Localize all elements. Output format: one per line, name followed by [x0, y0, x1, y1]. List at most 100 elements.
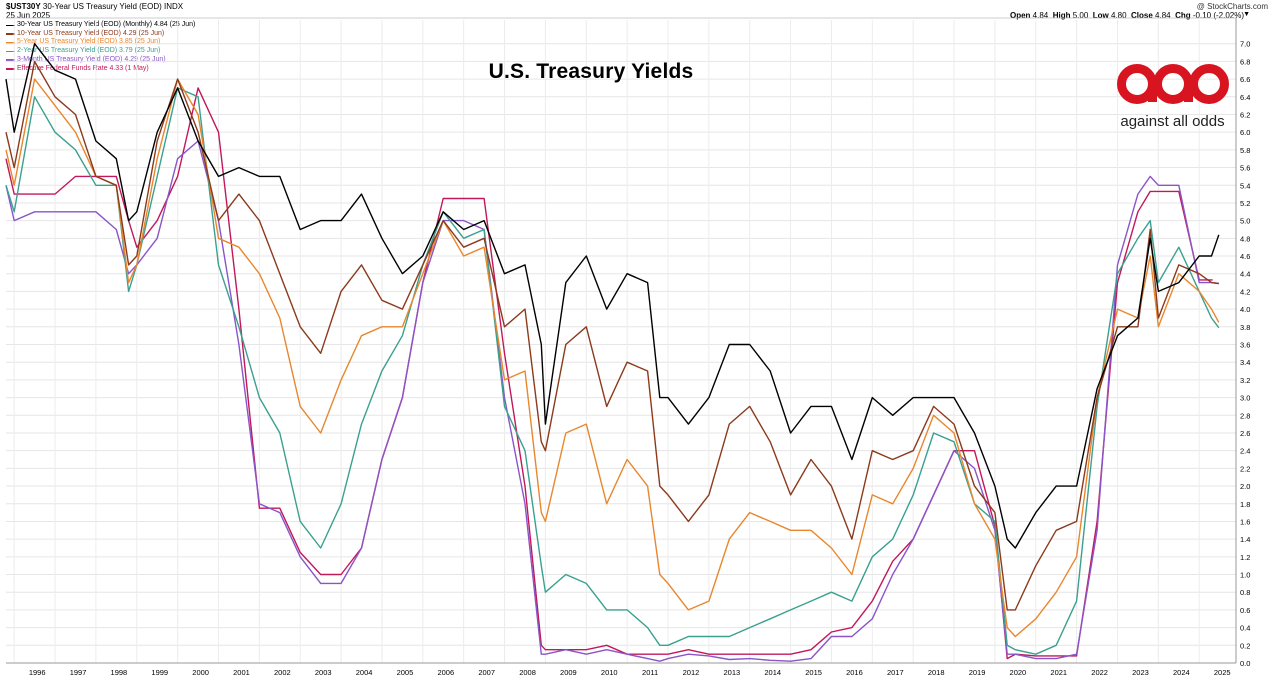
- x-tick-label: 2021: [1050, 668, 1067, 677]
- y-tick-label: 3.2: [1240, 376, 1250, 385]
- close-label: Close: [1131, 11, 1153, 20]
- x-tick-label: 2023: [1132, 668, 1149, 677]
- y-tick-label: 6.4: [1240, 93, 1250, 102]
- source-credit: @ StockCharts.com: [1196, 2, 1268, 11]
- x-tick-label: 2002: [274, 668, 291, 677]
- x-tick-label: 2012: [683, 668, 700, 677]
- y-tick-label: 0.4: [1240, 624, 1250, 633]
- legend-label: 10-Year US Treasury Yield (EOD) 4.29 (25…: [17, 29, 165, 37]
- x-tick-label: 2006: [437, 668, 454, 677]
- x-tick-label: 2019: [969, 668, 986, 677]
- y-tick-label: 4.6: [1240, 252, 1250, 261]
- series-line-3: [5, 87, 1220, 655]
- legend-label: 30-Year US Treasury Yield (EOD) (Monthly…: [17, 21, 196, 28]
- legend-swatch: [6, 24, 15, 27]
- x-tick-label: 1997: [70, 668, 87, 677]
- axes: 0.0 0.2 0.4 0.6 0.8 1.0 1.2 1.4 1.6 1.8 2.0 2.2 2.4 2…: [6, 17, 1250, 677]
- legend-swatch: [6, 68, 15, 70]
- low-value: 4.80: [1110, 11, 1127, 20]
- legend-label: Effective Federal Funds Rate 4.33 (1 May…: [17, 64, 149, 72]
- legend: 30-Year US Treasury Yield (EOD) (Monthly…: [6, 21, 195, 73]
- high-label: High: [1052, 11, 1071, 20]
- y-tick-label: 5.6: [1240, 164, 1250, 173]
- legend-swatch: [6, 50, 15, 53]
- y-tick-label: 6.6: [1240, 75, 1250, 84]
- symbol-description: 30-Year US Treasury Yield (EOD) INDX: [42, 2, 184, 11]
- logo: against all odds: [1110, 62, 1235, 130]
- chevron-down-icon[interactable]: ▼: [1243, 11, 1250, 18]
- x-tick-label: 2011: [642, 668, 658, 677]
- legend-swatch: [6, 59, 15, 61]
- y-tick-label: 6.2: [1240, 110, 1250, 119]
- y-tick-label: 0.8: [1240, 588, 1250, 597]
- aao-logo-mark: [1116, 64, 1229, 104]
- x-tick-label: 2015: [805, 668, 822, 677]
- y-tick-label: 6.0: [1240, 128, 1250, 137]
- x-tick-label: 2010: [601, 668, 618, 677]
- y-tick-label: 5.4: [1240, 181, 1250, 190]
- low-label: Low: [1092, 11, 1109, 20]
- y-tick-label: 2.4: [1240, 447, 1250, 456]
- x-tick-label: 2004: [356, 668, 373, 677]
- chg-label: Chg: [1175, 11, 1191, 20]
- series-line-2: [5, 78, 1220, 638]
- x-tick-label: 2007: [478, 668, 495, 677]
- legend-label: 5-Year US Treasury Yield (EOD) 3.85 (25 …: [17, 38, 161, 46]
- chart-date: 25 Jun 2025: [6, 11, 51, 20]
- high-value: 5.00: [1072, 11, 1089, 20]
- legend-swatch: [6, 33, 15, 35]
- legend-item: 3-Month US Treasury Yield (EOD) 4.29 (25…: [6, 56, 195, 65]
- y-tick-label: 0.6: [1240, 606, 1250, 615]
- x-tick-label: 2001: [233, 668, 250, 677]
- open-label: Open: [1009, 11, 1031, 20]
- open-value: 4.84: [1032, 11, 1049, 20]
- legend-label: 3-Month US Treasury Yield (EOD) 4.29 (25…: [17, 55, 166, 63]
- x-tick-label: 2018: [928, 668, 945, 677]
- x-tick-label: 2014: [764, 668, 781, 677]
- y-tick-label: 3.0: [1240, 394, 1250, 403]
- y-tick-label: 0.2: [1240, 641, 1250, 650]
- series-lines: [5, 43, 1220, 662]
- y-tick-label: 1.8: [1240, 500, 1250, 509]
- series-line-0: [5, 43, 1220, 549]
- series-line-4: [5, 140, 1219, 662]
- ohlc-readout: Open 4.84 High 5.00 Low 4.80 Close 4.84 …: [1010, 11, 1244, 20]
- y-tick-label: 7.0: [1240, 40, 1250, 49]
- y-tick-label: 4.2: [1240, 287, 1250, 296]
- y-tick-label: 5.2: [1240, 199, 1250, 208]
- series-line-1: [5, 60, 1219, 611]
- y-tick-label: 4.0: [1240, 305, 1250, 314]
- y-tick-label: 1.6: [1240, 517, 1250, 526]
- x-tick-label: 2013: [724, 668, 741, 677]
- y-tick-label: 3.4: [1240, 358, 1250, 367]
- close-value: 4.84: [1155, 11, 1171, 20]
- x-tick-label: 2000: [192, 668, 209, 677]
- x-tick-label: 2024: [1173, 668, 1190, 677]
- x-tick-label: 2016: [846, 668, 863, 677]
- y-tick-label: 1.2: [1240, 553, 1250, 562]
- y-tick-label: 2.2: [1240, 464, 1250, 473]
- y-tick-label: 3.8: [1240, 323, 1250, 332]
- y-tick-label: 4.4: [1240, 270, 1250, 279]
- symbol: $UST30Y: [6, 2, 41, 11]
- y-tick-label: 0.0: [1240, 659, 1250, 668]
- grid-lines: [6, 20, 1236, 664]
- legend-swatch: [6, 42, 15, 44]
- y-tick-label: 5.8: [1240, 146, 1250, 155]
- x-tick-label: 2017: [887, 668, 904, 677]
- chart-title: U.S. Treasury Yields: [488, 60, 694, 83]
- legend-item: 5-Year US Treasury Yield (EOD) 3.85 (25 …: [6, 38, 195, 47]
- y-tick-label: 2.0: [1240, 482, 1250, 491]
- x-tick-label: 2022: [1091, 668, 1108, 677]
- legend-label: 2-Year US Treasury Yield (EOD) 3.79 (25 …: [17, 47, 161, 55]
- y-tick-label: 5.0: [1240, 217, 1250, 226]
- y-tick-label: 6.8: [1240, 57, 1250, 66]
- x-tick-label: 2020: [1010, 668, 1027, 677]
- chg-value: -0.10 (-2.02%): [1192, 11, 1244, 20]
- y-tick-label: 3.6: [1240, 341, 1250, 350]
- legend-item: Effective Federal Funds Rate 4.33 (1 May…: [6, 65, 195, 74]
- y-tick-label: 4.8: [1240, 234, 1250, 243]
- x-tick-label: 2009: [560, 668, 577, 677]
- logo-tagline: against all odds: [1120, 113, 1225, 130]
